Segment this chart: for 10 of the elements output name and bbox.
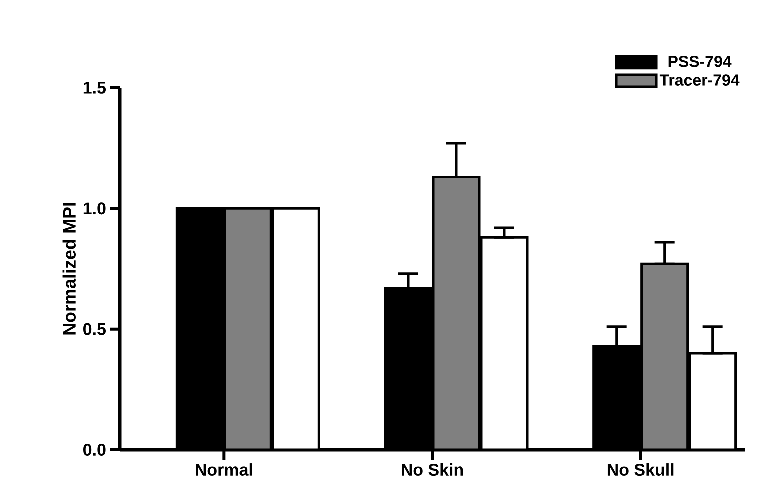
legend-label: Tracer-794 — [660, 74, 740, 86]
x-tick-label: No Skull — [608, 464, 674, 476]
y-tick-label: 0.0 — [84, 444, 106, 456]
legend-label: PSS-794 — [668, 56, 732, 68]
y-tick-label: 0.5 — [84, 323, 106, 336]
y-axis-title: Normalized MPI — [62, 203, 76, 335]
y-tick-label: 1.0 — [84, 202, 106, 215]
x-tick-label: No Skin — [402, 464, 464, 476]
y-tick-label: 1.5 — [84, 82, 106, 94]
x-tick-label: Normal — [196, 464, 252, 476]
